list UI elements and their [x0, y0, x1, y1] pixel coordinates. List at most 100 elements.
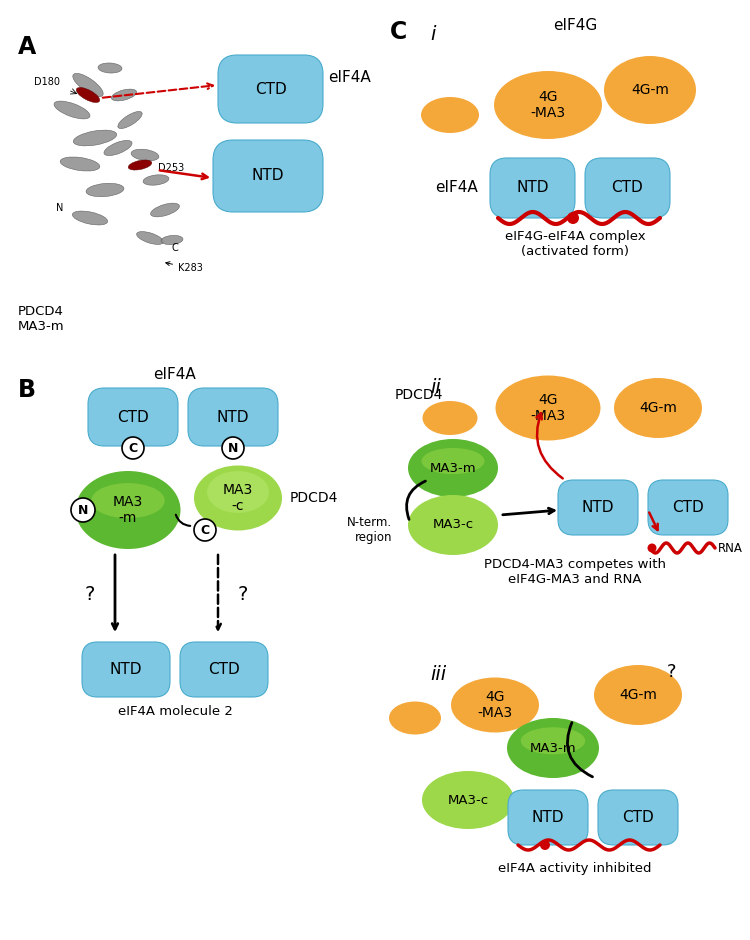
Text: 4G
-MA3: 4G -MA3 — [530, 90, 566, 120]
Text: ?: ? — [238, 586, 248, 604]
Text: CTD: CTD — [117, 410, 148, 425]
Text: N: N — [228, 442, 238, 455]
Text: N-term.
region: N-term. region — [346, 516, 392, 544]
FancyBboxPatch shape — [218, 55, 323, 123]
Ellipse shape — [73, 73, 104, 97]
Text: CTD: CTD — [254, 82, 286, 97]
Text: 4G-m: 4G-m — [619, 688, 657, 702]
Ellipse shape — [594, 665, 682, 725]
Text: D253: D253 — [158, 163, 184, 173]
Ellipse shape — [389, 701, 441, 734]
Text: A: A — [18, 35, 36, 59]
Circle shape — [122, 437, 144, 459]
Text: NTD: NTD — [110, 662, 142, 677]
Ellipse shape — [76, 87, 100, 102]
Text: CTD: CTD — [208, 662, 240, 677]
Text: 4G
-MA3: 4G -MA3 — [530, 393, 566, 423]
Ellipse shape — [422, 401, 478, 435]
Ellipse shape — [507, 718, 599, 778]
Text: RNA: RNA — [718, 541, 742, 555]
Text: PDCD4: PDCD4 — [395, 388, 443, 402]
Text: i: i — [430, 25, 435, 44]
Text: NTD: NTD — [252, 168, 284, 183]
Ellipse shape — [614, 378, 702, 438]
Text: CTD: CTD — [672, 500, 704, 515]
Ellipse shape — [540, 840, 550, 850]
Text: PDCD4-MA3 competes with
eIF4G-MA3 and RNA: PDCD4-MA3 competes with eIF4G-MA3 and RN… — [484, 558, 666, 586]
Ellipse shape — [151, 203, 179, 217]
Text: eIF4G-eIF4A complex
(activated form): eIF4G-eIF4A complex (activated form) — [505, 230, 645, 258]
Text: C: C — [390, 20, 407, 44]
Ellipse shape — [567, 212, 579, 224]
Text: N: N — [78, 504, 88, 516]
Ellipse shape — [86, 183, 124, 196]
Text: eIF4A: eIF4A — [328, 70, 370, 86]
Circle shape — [194, 519, 216, 541]
FancyBboxPatch shape — [558, 480, 638, 535]
FancyBboxPatch shape — [88, 388, 178, 446]
Ellipse shape — [422, 771, 514, 829]
Ellipse shape — [112, 89, 136, 101]
Text: PDCD4: PDCD4 — [290, 491, 338, 505]
FancyBboxPatch shape — [213, 140, 323, 212]
Text: iii: iii — [430, 665, 446, 684]
Text: MA3-m: MA3-m — [530, 742, 576, 755]
Text: CTD: CTD — [612, 180, 644, 196]
Text: CTD: CTD — [622, 810, 654, 825]
Text: 4G-m: 4G-m — [639, 401, 677, 415]
Text: NTD: NTD — [532, 810, 564, 825]
Ellipse shape — [104, 140, 132, 156]
Ellipse shape — [408, 495, 498, 555]
Ellipse shape — [131, 149, 159, 161]
FancyBboxPatch shape — [180, 642, 268, 697]
Ellipse shape — [520, 728, 585, 754]
FancyBboxPatch shape — [648, 480, 728, 535]
Text: MA3
-m: MA3 -m — [112, 494, 143, 525]
Ellipse shape — [494, 71, 602, 139]
Text: MA3-c: MA3-c — [433, 519, 473, 531]
Text: C: C — [172, 243, 178, 253]
Ellipse shape — [60, 157, 100, 171]
FancyBboxPatch shape — [598, 790, 678, 845]
Ellipse shape — [647, 543, 656, 553]
Circle shape — [222, 437, 244, 459]
Text: MA3-c: MA3-c — [448, 793, 488, 807]
Text: eIF4A molecule 2: eIF4A molecule 2 — [118, 705, 232, 718]
Ellipse shape — [604, 56, 696, 124]
FancyBboxPatch shape — [508, 790, 588, 845]
Ellipse shape — [421, 97, 479, 133]
Text: N: N — [56, 203, 64, 213]
Text: ii: ii — [430, 378, 441, 397]
Ellipse shape — [422, 448, 484, 474]
Text: D180: D180 — [34, 77, 60, 87]
FancyBboxPatch shape — [585, 158, 670, 218]
Text: ?: ? — [668, 663, 676, 681]
Text: eIF4A: eIF4A — [154, 367, 196, 382]
Text: 4G-m: 4G-m — [631, 83, 669, 97]
Text: NTD: NTD — [217, 410, 249, 425]
Ellipse shape — [143, 175, 169, 185]
Ellipse shape — [72, 212, 108, 225]
Text: K283: K283 — [166, 261, 202, 273]
Text: eIF4A: eIF4A — [435, 180, 478, 196]
Text: B: B — [18, 378, 36, 402]
Ellipse shape — [136, 231, 164, 244]
Ellipse shape — [92, 483, 165, 518]
Ellipse shape — [194, 465, 282, 530]
Ellipse shape — [118, 112, 142, 129]
Ellipse shape — [207, 471, 269, 513]
Text: PDCD4
MA3-m: PDCD4 MA3-m — [18, 305, 64, 333]
Ellipse shape — [128, 160, 152, 170]
Ellipse shape — [408, 439, 498, 497]
Text: MA3
-c: MA3 -c — [223, 483, 253, 513]
Text: MA3-m: MA3-m — [430, 462, 476, 475]
Text: NTD: NTD — [582, 500, 614, 515]
Ellipse shape — [496, 375, 601, 441]
Text: NTD: NTD — [516, 180, 549, 196]
FancyBboxPatch shape — [188, 388, 278, 446]
Text: ?: ? — [85, 586, 95, 604]
Ellipse shape — [451, 678, 539, 732]
Text: eIF4A activity inhibited: eIF4A activity inhibited — [498, 862, 652, 875]
Circle shape — [71, 498, 95, 522]
FancyBboxPatch shape — [490, 158, 575, 218]
